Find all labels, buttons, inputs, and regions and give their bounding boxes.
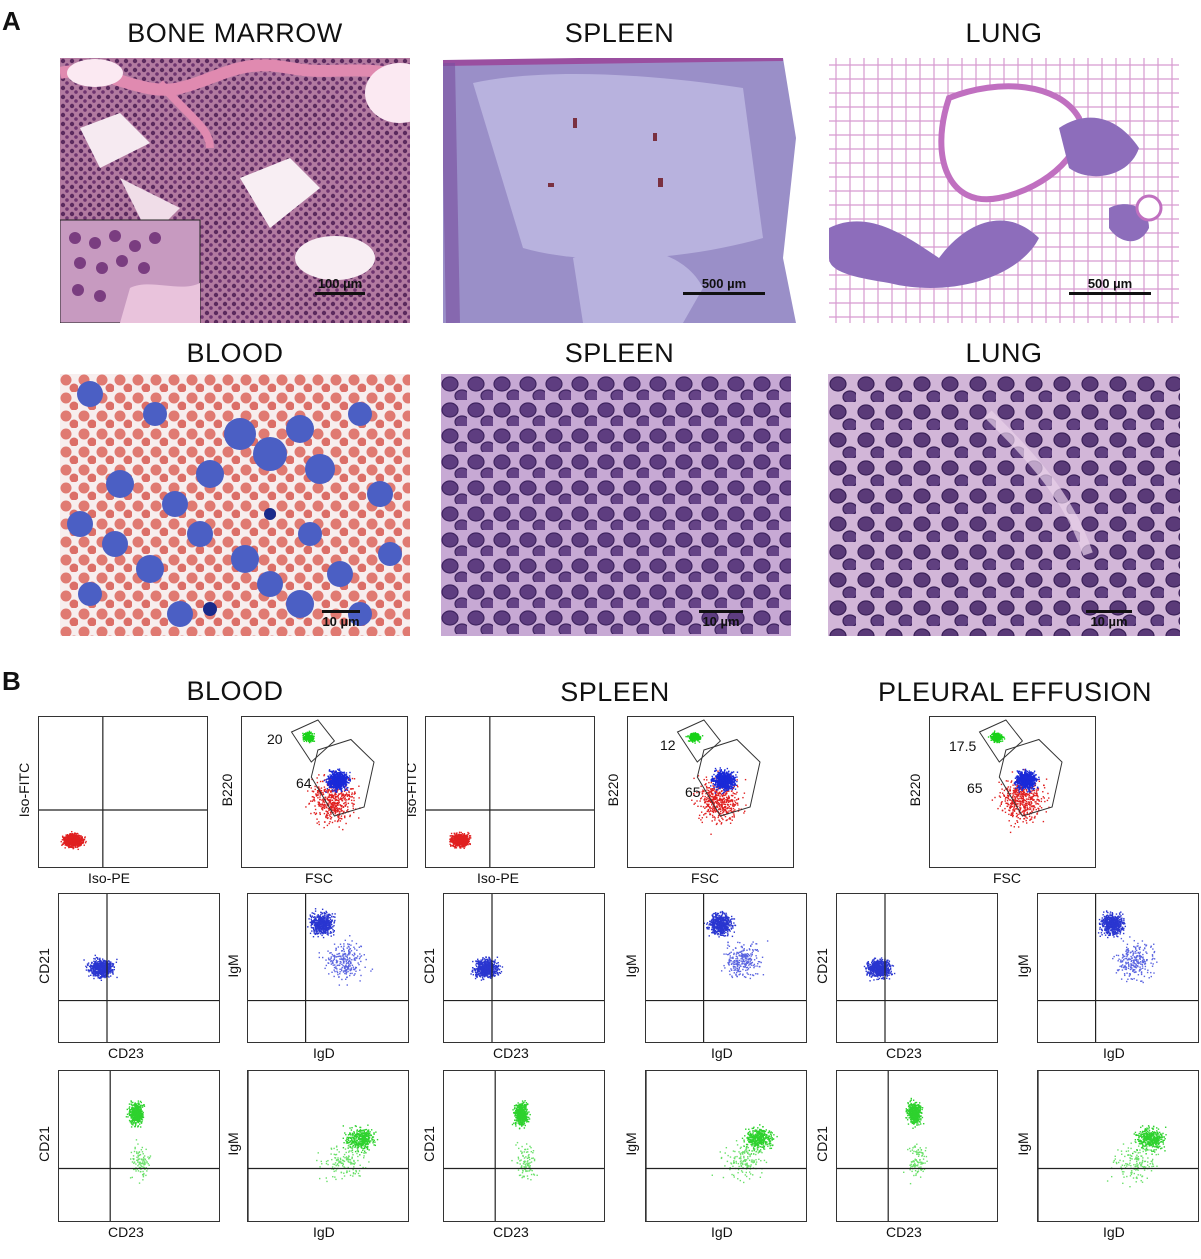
micrograph-blood: 10 µm	[60, 374, 410, 636]
group-title-spleen: SPLEEN	[560, 677, 670, 707]
plot-spleen-iso	[425, 716, 595, 868]
gate-blood-green-pct: 20	[267, 731, 283, 747]
plot-pleural-b220-xlabel: FSC	[993, 870, 1021, 886]
plot-spleen-cd21-cd23-g-xlabel: CD23	[493, 1224, 529, 1240]
plot-spleen-igm-igd-b	[645, 893, 807, 1043]
plot-spleen-iso-xlabel: Iso-PE	[477, 870, 520, 886]
scalebar-lung-high: 10 µm	[1086, 610, 1132, 629]
micrograph-lung-low: 500 µm	[829, 58, 1179, 323]
plot-pleural-cd21-cd23-b-ylabel: CD21	[814, 948, 830, 984]
plot-blood-igm-igd-b	[247, 893, 409, 1043]
plot-pleural-igm-igd-b	[1037, 893, 1199, 1043]
plot-pleural-cd21-cd23-g-xlabel: CD23	[886, 1224, 922, 1240]
scalebar-spleen-high: 10 µm	[699, 610, 743, 629]
plot-spleen-b220	[627, 716, 794, 868]
gate-pleural-blue-pct: 65	[967, 780, 983, 796]
plot-pleural-igm-igd-g-xlabel: IgD	[1103, 1224, 1125, 1240]
plot-spleen-cd21-cd23-b	[443, 893, 605, 1043]
plot-spleen-igm-igd-b-xlabel: IgD	[711, 1045, 733, 1061]
gate-blood-blue-pct: 64	[296, 775, 312, 791]
plot-spleen-igm-igd-b-ylabel: IgM	[623, 954, 639, 978]
plot-blood-iso-xlabel: Iso-PE	[88, 870, 131, 886]
plot-spleen-igm-igd-g-xlabel: IgD	[711, 1224, 733, 1240]
scalebar-spleen-low-label: 500 µm	[701, 276, 747, 291]
title-spleen-high: SPLEEN	[564, 338, 675, 368]
scalebar-lung-high-label: 10 µm	[1090, 614, 1128, 629]
plot-blood-b220-ylabel: B220	[219, 773, 235, 807]
title-blood: BLOOD	[186, 338, 284, 368]
plot-pleural-cd21-cd23-b-xlabel: CD23	[886, 1045, 922, 1061]
plot-blood-igm-igd-b-ylabel: IgM	[225, 954, 241, 978]
plot-blood-igm-igd-g-ylabel: IgM	[225, 1132, 241, 1156]
plot-pleural-b220-ylabel: B220	[907, 773, 923, 807]
title-bone-marrow: BONE MARROW	[127, 18, 343, 48]
plot-blood-iso-ylabel: Iso-FITC	[16, 762, 32, 818]
plot-pleural-cd21-cd23-b	[836, 893, 998, 1043]
group-title-pleural-effusion: PLEURAL EFFUSION	[877, 677, 1153, 707]
micrograph-bone-marrow: 100 µm	[60, 58, 410, 323]
plot-blood-iso	[38, 716, 208, 868]
plot-blood-cd21-cd23-b-ylabel: CD21	[36, 948, 52, 984]
plot-blood-cd21-cd23-g-xlabel: CD23	[108, 1224, 144, 1240]
plot-spleen-igm-igd-g-ylabel: IgM	[623, 1132, 639, 1156]
plot-pleural-cd21-cd23-g-ylabel: CD21	[814, 1126, 830, 1162]
plot-blood-igm-igd-b-xlabel: IgD	[313, 1045, 335, 1061]
plot-blood-b220-xlabel: FSC	[305, 870, 333, 886]
panel-b-label: B	[2, 666, 21, 696]
scalebar-spleen-low: 500 µm	[683, 276, 765, 295]
plot-pleural-b220	[929, 716, 1096, 868]
title-spleen-low: SPLEEN	[564, 18, 675, 48]
panel-a-label: A	[2, 6, 21, 36]
gate-spleen-green-pct: 12	[660, 737, 676, 753]
plot-blood-igm-igd-g	[247, 1070, 409, 1222]
title-lung-low: LUNG	[965, 18, 1043, 48]
plot-pleural-igm-igd-b-xlabel: IgD	[1103, 1045, 1125, 1061]
plot-spleen-cd21-cd23-b-xlabel: CD23	[493, 1045, 529, 1061]
plot-blood-cd21-cd23-g	[58, 1070, 220, 1222]
group-title-blood: BLOOD	[186, 676, 284, 706]
scalebar-bone-marrow-label: 100 µm	[317, 276, 363, 291]
plot-spleen-cd21-cd23-g	[443, 1070, 605, 1222]
scalebar-lung-low-label: 500 µm	[1087, 276, 1133, 291]
micrograph-spleen-high: 10 µm	[441, 374, 791, 636]
scalebar-blood: 10 µm	[322, 610, 360, 629]
scalebar-bone-marrow: 100 µm	[315, 276, 365, 295]
plot-blood-igm-igd-g-xlabel: IgD	[313, 1224, 335, 1240]
plot-blood-b220	[241, 716, 408, 868]
plot-spleen-b220-ylabel: B220	[605, 773, 621, 807]
plot-pleural-igm-igd-g-ylabel: IgM	[1015, 1132, 1031, 1156]
plot-spleen-cd21-cd23-b-ylabel: CD21	[421, 948, 437, 984]
gate-pleural-green-pct: 17.5	[949, 738, 977, 754]
plot-pleural-igm-igd-b-ylabel: IgM	[1015, 954, 1031, 978]
plot-blood-cd21-cd23-b	[58, 893, 220, 1043]
plot-pleural-cd21-cd23-g	[836, 1070, 998, 1222]
plot-blood-cd21-cd23-g-ylabel: CD21	[36, 1126, 52, 1162]
gate-spleen-blue-pct: 65	[685, 784, 701, 800]
plot-spleen-igm-igd-g	[645, 1070, 807, 1222]
plot-blood-cd21-cd23-b-xlabel: CD23	[108, 1045, 144, 1061]
plot-pleural-igm-igd-g	[1037, 1070, 1199, 1222]
plot-spleen-cd21-cd23-g-ylabel: CD21	[421, 1126, 437, 1162]
scalebar-lung-low: 500 µm	[1069, 276, 1151, 295]
micrograph-spleen-low: 500 µm	[443, 58, 796, 323]
micrograph-lung-high: 10 µm	[828, 374, 1180, 636]
title-lung-high: LUNG	[965, 338, 1043, 368]
scalebar-blood-label: 10 µm	[322, 614, 360, 629]
scalebar-spleen-high-label: 10 µm	[702, 614, 740, 629]
plot-spleen-b220-xlabel: FSC	[691, 870, 719, 886]
